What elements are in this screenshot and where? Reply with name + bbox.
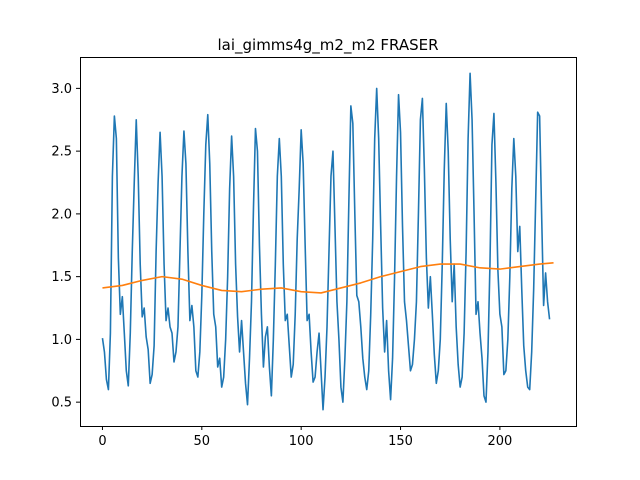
y-tick-label: 1.5	[51, 270, 72, 285]
series-layer	[101, 72, 554, 411]
x-tick-label: 100	[289, 434, 314, 449]
chart-title: lai_gimms4g_m2_m2 FRASER	[217, 36, 438, 55]
tick-layer: 0 50 100 150 200 0.5 1.0 1.5 2.0 2.5 3.0	[51, 82, 512, 449]
y-tick-label: 2.5	[51, 145, 72, 160]
y-tick-label: 1.0	[51, 333, 72, 348]
x-tick-label: 200	[487, 434, 512, 449]
x-tick-label: 50	[194, 434, 211, 449]
x-tick-label: 150	[388, 434, 413, 449]
series-line-2	[102, 262, 554, 294]
y-tick-label: 0.5	[51, 396, 72, 411]
x-tick-label: 0	[98, 434, 106, 449]
y-tick-label: 3.0	[51, 82, 72, 97]
y-tick-label: 2.0	[51, 207, 72, 222]
series-line-1	[101, 72, 551, 411]
plot-frame	[80, 57, 577, 427]
